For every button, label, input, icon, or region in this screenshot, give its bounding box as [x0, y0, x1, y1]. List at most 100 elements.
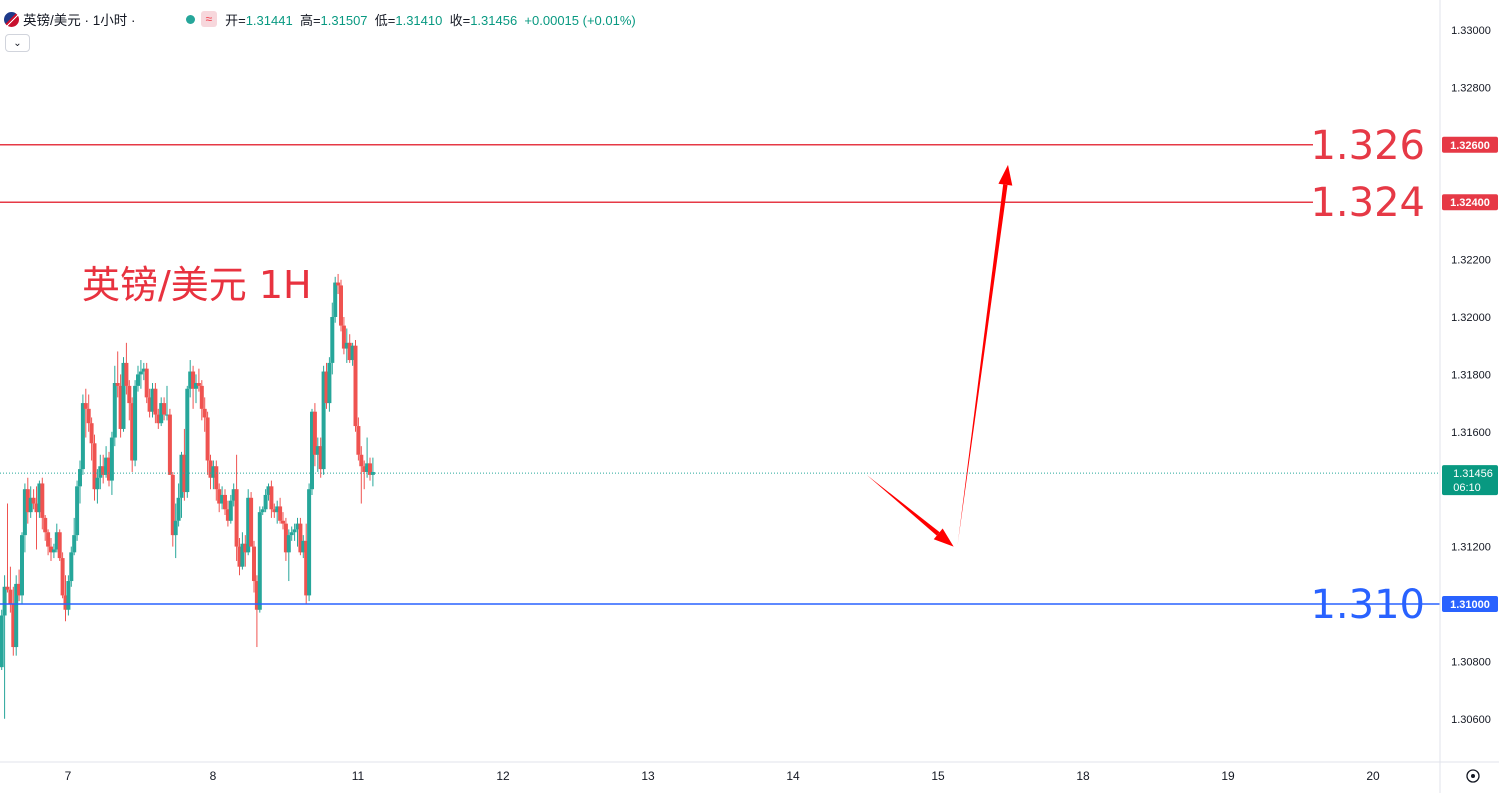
close-value: 1.31456 — [470, 12, 518, 28]
candle-body — [368, 463, 372, 475]
candle-body — [228, 500, 233, 521]
candle-body — [153, 388, 158, 415]
candle — [191, 365, 196, 409]
wave-icon[interactable]: ≈ — [200, 11, 218, 27]
candle — [283, 517, 288, 561]
candle — [368, 457, 372, 481]
candle — [208, 454, 213, 490]
candle-body — [272, 509, 277, 513]
candle — [295, 517, 300, 547]
candle-body — [95, 477, 100, 490]
candle — [92, 434, 97, 501]
candle-body — [43, 517, 48, 533]
market-status[interactable]: ≈ — [185, 11, 218, 27]
ohlc-values: 开=1.31441 高=1.31507 低=1.31410 收=1.31456 … — [225, 10, 636, 29]
candle-body — [147, 397, 152, 412]
candle — [43, 515, 48, 541]
candle — [263, 489, 268, 513]
candle — [202, 397, 207, 432]
candle-body — [72, 535, 77, 553]
x-tick-label: 12 — [496, 769, 510, 783]
candle — [356, 417, 361, 461]
candle-body — [275, 506, 280, 513]
collapse-legend-button[interactable]: ⌄ — [5, 34, 30, 52]
candle-body — [318, 446, 323, 470]
candle-body — [83, 403, 88, 409]
candle-body — [89, 423, 94, 444]
price-axis[interactable]: 1.306001.308001.310001.312001.314001.316… — [1442, 25, 1498, 726]
symbol-title[interactable]: 英镑/美元 · 1小时 · — [23, 13, 136, 28]
candle-body — [365, 463, 370, 472]
candle — [318, 437, 323, 478]
candle — [281, 512, 285, 530]
candle — [104, 446, 109, 478]
candle-body — [263, 494, 268, 510]
x-tick-label: 13 — [641, 769, 655, 783]
candle-body — [159, 403, 164, 424]
candle-body — [214, 466, 219, 490]
candle — [115, 351, 120, 398]
candle — [359, 446, 364, 504]
candle-body — [17, 583, 22, 596]
candle — [176, 483, 181, 527]
candle-body — [217, 489, 222, 504]
candle-body — [54, 532, 59, 550]
projection-arrow-up — [957, 164, 1013, 545]
candle-body — [310, 411, 314, 490]
candle-body — [341, 325, 346, 349]
candle — [80, 394, 85, 475]
candle — [240, 532, 245, 570]
countdown-label: 06:10 — [1453, 482, 1481, 494]
candle — [89, 417, 94, 461]
candle-body — [25, 489, 30, 513]
candle — [362, 460, 367, 490]
candle — [78, 460, 82, 504]
candle — [107, 451, 111, 487]
candle-body — [327, 362, 332, 404]
level-annotation: 1.310 — [1310, 582, 1425, 628]
time-axis[interactable]: 7 8 11 12 13 14 15 18 19 20 — [65, 769, 1380, 783]
candle-body — [156, 414, 161, 424]
price-tag — [1442, 194, 1498, 211]
candle-body — [231, 489, 236, 501]
candle-body — [101, 466, 106, 475]
candle — [188, 360, 193, 398]
candle-body — [269, 486, 274, 510]
candle — [86, 394, 91, 432]
price-tag-label: 1.31000 — [1450, 599, 1490, 611]
candle — [249, 492, 254, 547]
candle-body — [14, 583, 19, 648]
settings-gear-center — [1471, 774, 1475, 778]
axis-settings-button[interactable] — [1466, 769, 1480, 783]
candle-body — [98, 466, 103, 478]
y-tick-label: 1.30600 — [1451, 714, 1491, 726]
candle — [246, 489, 251, 556]
candle-body — [2, 586, 7, 616]
candle-body — [138, 371, 143, 375]
candle-body — [167, 414, 172, 475]
candle-body — [86, 408, 91, 424]
candle — [179, 451, 184, 518]
candle — [228, 494, 233, 524]
candle — [153, 383, 158, 424]
candle — [138, 360, 143, 389]
candle — [286, 529, 291, 582]
candle-body — [133, 385, 138, 461]
candles-layer — [0, 273, 375, 719]
candle — [298, 517, 303, 556]
x-tick-label: 14 — [786, 769, 800, 783]
high-value: 1.31507 — [320, 12, 368, 28]
candle-body — [28, 497, 33, 513]
candle-body — [283, 523, 288, 553]
candle-body — [188, 371, 193, 389]
candle-body — [321, 371, 326, 470]
candle-body — [165, 414, 169, 416]
low-value: 1.31410 — [395, 12, 443, 28]
candle — [72, 517, 77, 556]
candle-body — [8, 589, 13, 604]
arrow-head — [998, 164, 1013, 186]
candle-body — [5, 586, 10, 590]
candle-body — [176, 497, 181, 521]
y-tick-label: 1.31800 — [1451, 369, 1491, 381]
